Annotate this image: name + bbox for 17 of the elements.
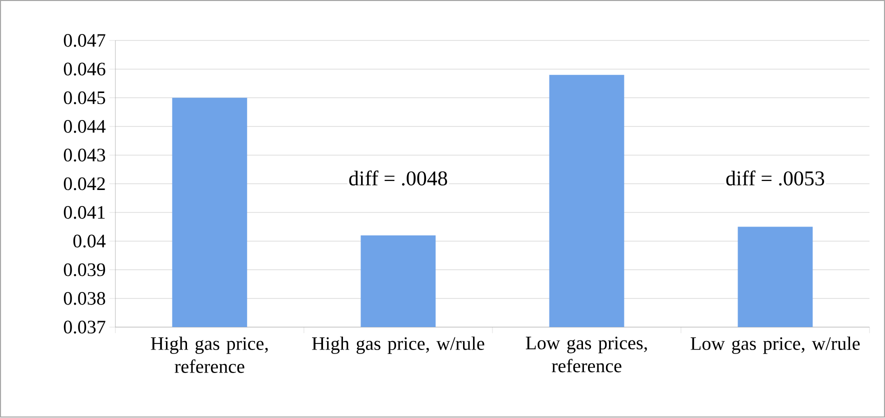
x-tick-label: High gas price, reference bbox=[150, 336, 268, 374]
x-tick-label: High gas price, w/rule bbox=[312, 336, 484, 354]
y-tick-label: 0.042 bbox=[64, 178, 105, 190]
y-tick-label: 0.043 bbox=[64, 148, 106, 162]
y-tick-label: 0.045 bbox=[64, 92, 106, 104]
y-tick-label: 0.039 bbox=[64, 264, 106, 276]
y-tick-label: 0.038 bbox=[64, 292, 106, 306]
annotation: diff = .0048 bbox=[349, 170, 448, 186]
y-tick-label: 0.044 bbox=[64, 120, 106, 134]
y-tick-label: 0.046 bbox=[64, 62, 106, 76]
y-tick-label: 0.04 bbox=[73, 234, 106, 248]
x-tick-label: Low gas prices, reference bbox=[526, 336, 647, 373]
y-tick-label: 0.037 bbox=[64, 320, 106, 334]
annotation: diff = .0053 bbox=[726, 170, 824, 186]
y-tick-label: 0.041 bbox=[64, 206, 105, 220]
x-tick-label: Low gas price, w/rule bbox=[690, 336, 860, 354]
y-tick-label: 0.047 bbox=[64, 34, 106, 48]
